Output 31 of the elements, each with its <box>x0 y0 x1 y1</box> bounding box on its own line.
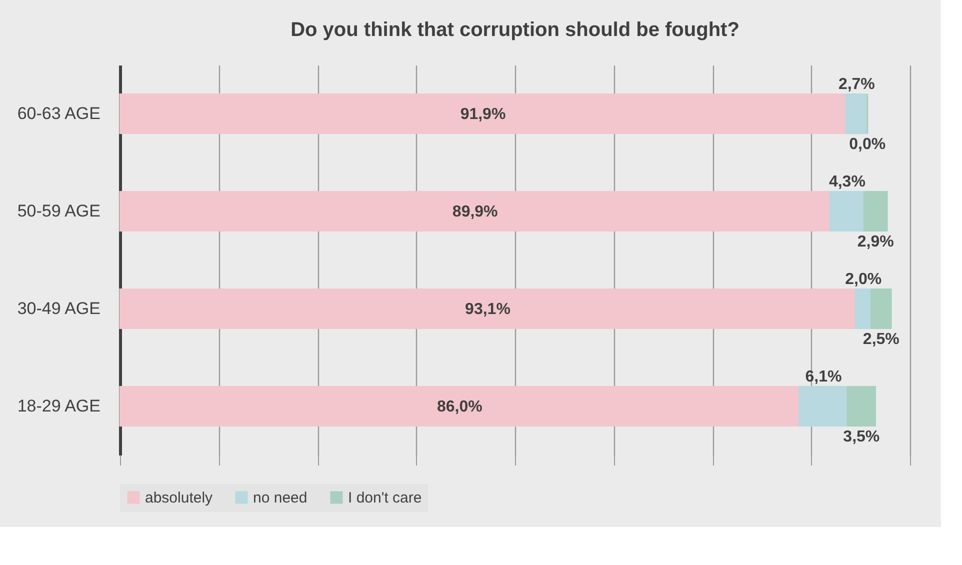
data-label: 2,9% <box>857 233 894 250</box>
data-label: 86,0% <box>437 398 482 416</box>
data-label: 3,5% <box>843 428 880 446</box>
data-label: 2,5% <box>862 330 900 348</box>
bar <box>846 386 876 426</box>
data-label: 93,1% <box>465 300 510 318</box>
bar <box>870 288 892 329</box>
legend-label: I don't care <box>348 490 422 507</box>
bar <box>119 94 847 134</box>
data-label: 89,9% <box>452 203 498 220</box>
bar <box>829 191 865 232</box>
legend-label: no need <box>253 490 308 507</box>
bar <box>119 288 856 329</box>
data-label: 4,3% <box>828 173 866 190</box>
y-tick-label: 50-59 AGE <box>17 201 100 220</box>
chart-title: Do you think that corruption should be fought? <box>290 19 740 41</box>
data-label: 2,0% <box>845 270 882 288</box>
data-label: 6,1% <box>805 368 842 386</box>
y-tick-label: 18-29 AGE <box>17 396 100 416</box>
data-label: 0,0% <box>849 136 886 153</box>
legend-label: absolutely <box>145 490 214 507</box>
data-label: 2,7% <box>838 76 875 93</box>
bar <box>863 191 888 232</box>
y-tick-label: 30-49 AGE <box>17 298 100 318</box>
bar <box>119 386 800 426</box>
bar <box>845 94 868 134</box>
bar <box>119 191 831 232</box>
bar <box>854 288 872 329</box>
bar <box>798 386 848 426</box>
data-label: 91,9% <box>460 106 506 123</box>
y-tick-label: 60-63 AGE <box>17 104 100 123</box>
